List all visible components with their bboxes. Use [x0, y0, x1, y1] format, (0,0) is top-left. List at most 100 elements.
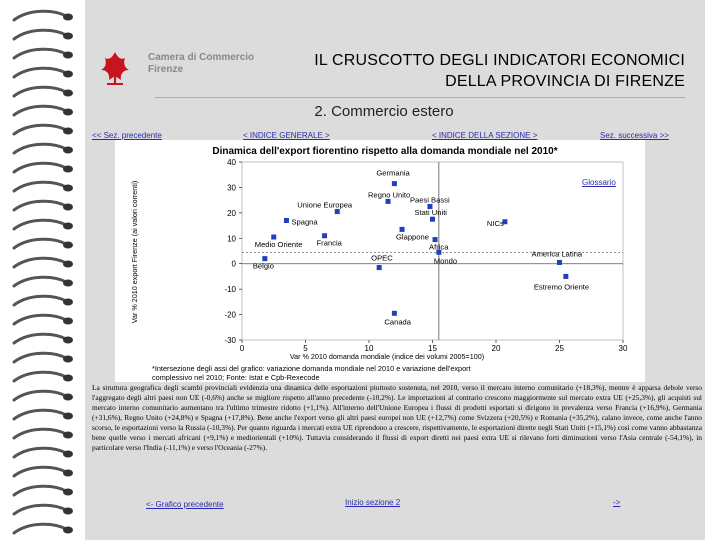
data-point [436, 249, 442, 255]
x-tick-label: 5 [303, 344, 308, 353]
spiral-ring [12, 427, 73, 440]
commentary-paragraph: La struttura geografica degli scambi pro… [92, 383, 702, 452]
x-tick-label: 0 [240, 344, 245, 353]
spiral-ring [12, 142, 73, 155]
data-point-label: America Latina [532, 249, 583, 258]
logo-line1: Camera di Commercio [148, 52, 255, 63]
glossary-link[interactable]: Glossario [582, 178, 616, 187]
spiral-ring [12, 370, 73, 383]
data-point [430, 216, 435, 222]
data-point [427, 204, 433, 209]
data-point-label: Africa [429, 243, 449, 252]
section-index-link[interactable]: < INDICE DELLA SEZIONE > [432, 131, 538, 140]
page-title-line1: IL CRUSCOTTO DEGLI INDICATORI ECONOMICI [314, 52, 685, 69]
data-point [557, 259, 562, 265]
spiral-ring [12, 47, 73, 60]
data-point [322, 233, 328, 239]
spiral-ring [12, 66, 73, 79]
data-point [262, 256, 268, 262]
spiral-ring [12, 332, 73, 345]
y-tick-label: -20 [224, 311, 236, 320]
data-point-label: Francia [317, 239, 343, 248]
data-point-label: OPEC [371, 254, 393, 263]
spiral-ring [12, 389, 73, 402]
data-point-label: Canada [384, 317, 411, 326]
spiral-ring [12, 256, 73, 269]
spiral-ring [12, 218, 73, 231]
spiral-ring [12, 351, 73, 364]
data-point [283, 217, 289, 223]
spiral-ring [12, 237, 73, 250]
y-tick-label: 40 [227, 158, 236, 167]
y-tick-label: -10 [224, 285, 236, 294]
header-divider [155, 97, 685, 98]
x-axis-label: Var % 2010 domanda mondiale (indice dei … [290, 352, 484, 361]
y-axis-label: Var % 2010 export Firenze (ai valori cor… [130, 181, 139, 323]
data-point [271, 234, 277, 240]
spiral-ring [12, 522, 73, 535]
data-point [432, 237, 438, 243]
spiral-ring [12, 275, 73, 288]
data-point [334, 209, 340, 215]
prev-section-link[interactable]: << Sez. precedente [92, 131, 162, 140]
spiral-binding [12, 9, 73, 535]
spiral-ring [12, 123, 73, 136]
prev-chart-link[interactable]: <- Grafico precedente [146, 500, 224, 509]
data-point [502, 219, 508, 225]
data-point-label: NICs [487, 219, 504, 228]
spiral-ring [12, 294, 73, 307]
data-point-label: Spagna [291, 217, 318, 226]
spiral-ring [12, 313, 73, 326]
y-tick-label: 0 [232, 260, 237, 269]
general-index-link[interactable]: < INDICE GENERALE > [243, 131, 330, 140]
section-title: 2. Commercio estero [314, 103, 454, 120]
spiral-ring [12, 28, 73, 41]
section-start-link[interactable]: Inizio sezione 2 [345, 498, 401, 507]
spiral-ring [12, 484, 73, 497]
data-point [391, 181, 397, 187]
data-point-label: Unione Europea [297, 201, 353, 210]
logo-text: Camera di Commercio Firenze [148, 52, 254, 76]
next-page-link[interactable]: -> [613, 498, 621, 507]
spiral-ring [12, 9, 73, 22]
logo-line2: Firenze [148, 64, 184, 75]
spiral-ring [12, 446, 73, 459]
spiral-ring [12, 465, 73, 478]
x-tick-label: 25 [555, 344, 564, 353]
chart-footnote-line1: *Intersezione degli assi del grafico: va… [152, 364, 471, 373]
y-tick-label: 20 [227, 209, 236, 218]
data-point-label: Medio Oriente [255, 240, 303, 249]
data-point [399, 226, 405, 232]
spiral-ring [12, 503, 73, 516]
data-point [385, 198, 391, 204]
data-point-label: Germania [376, 169, 410, 178]
export-scatter-chart: Dinamica dell'export fiorentino rispetto… [115, 140, 645, 382]
y-tick-label: 10 [227, 234, 236, 243]
data-point [391, 310, 397, 316]
spiral-ring [12, 180, 73, 193]
x-tick-label: 15 [428, 344, 437, 353]
spiral-ring [12, 161, 73, 174]
next-section-link[interactable]: Sez. successiva >> [600, 131, 669, 140]
data-point-label: Paesi Bassi [410, 196, 450, 205]
y-tick-label: 30 [227, 183, 236, 192]
chart-footnote-line2: complessivo nel 2010; Fonte: Istat e Cpb… [152, 373, 320, 382]
chart-title: Dinamica dell'export fiorentino rispetto… [212, 146, 557, 157]
data-point [376, 265, 382, 271]
page-title: IL CRUSCOTTO DEGLI INDICATORI ECONOMICI … [314, 50, 685, 92]
data-point-label: Belgio [253, 262, 274, 271]
data-point-label: Mondo [434, 256, 457, 265]
x-tick-label: 20 [492, 344, 501, 353]
spiral-ring [12, 85, 73, 98]
data-point [563, 273, 569, 279]
data-point-label: Stati Uniti [415, 208, 448, 217]
chamber-logo-icon [101, 52, 129, 85]
x-tick-label: 10 [365, 344, 374, 353]
x-tick-label: 30 [619, 344, 628, 353]
page-title-line2: DELLA PROVINCIA DI FIRENZE [445, 73, 685, 90]
spiral-ring [12, 199, 73, 212]
data-point-label: Estremo Oriente [534, 282, 589, 291]
data-point-label: Glappone [396, 232, 429, 241]
spiral-ring [12, 104, 73, 117]
y-tick-label: -30 [224, 336, 236, 345]
